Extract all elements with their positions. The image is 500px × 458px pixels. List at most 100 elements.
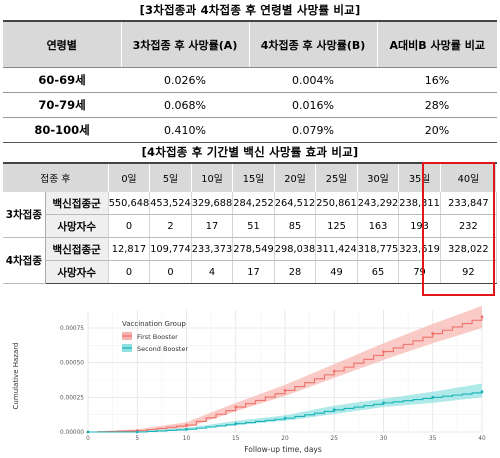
y-tick-label: 0.00000 (60, 430, 84, 436)
header-day: 40일 (440, 162, 498, 192)
age-label: 80-100세 (3, 117, 121, 143)
group-label: 4차접종 (3, 237, 46, 284)
period-effect-table: 접종 후 0일 5일 10일 15일 20일 25일 30일 35일 40일 3… (3, 162, 498, 284)
rate-b-cell: 0.016% (249, 92, 377, 118)
age-label: 60-69세 (3, 67, 121, 93)
series-point-2 (283, 416, 287, 420)
value-cell: 17 (232, 260, 275, 284)
header-day: 15일 (232, 162, 275, 192)
rate-b-cell: 0.004% (249, 67, 377, 93)
table2-caption: [4차접종 후 기간별 백신 사망률 효과 비교] (141, 145, 359, 159)
age-mortality-table: 연령별 3차접종 후 사망률(A) 4차접종 후 사망률(B) A대비B 사망률… (3, 20, 497, 143)
series-point-2 (332, 408, 336, 412)
value-cell: 233,847 (440, 192, 498, 215)
legend-second-booster: Second Booster (137, 345, 188, 353)
ratio-cell: 16% (377, 67, 497, 93)
value-cell: 51 (232, 214, 275, 238)
rate-a-cell: 0.026% (121, 67, 249, 93)
value-cell: 109,774 (149, 237, 192, 261)
value-cell: 85 (274, 214, 317, 238)
series-point-2 (480, 390, 484, 394)
y-tick-label: 0.00025 (60, 395, 84, 401)
y-axis-label: Cumulative Hazard (12, 343, 20, 410)
value-cell: 550,648 (108, 192, 151, 215)
table-row: 사망자수 0 0 4 17 28 49 65 79 92 (3, 260, 498, 284)
header-day: 10일 (191, 162, 234, 192)
series-line-2 (88, 391, 483, 433)
value-cell: 328,022 (440, 237, 498, 261)
cumulative-hazard-chart: 0.00000 0.00025 0.00050 0.00075 0 5 10 15 20 25 3… (0, 300, 500, 458)
rate-b-cell: 0.079% (249, 117, 377, 143)
value-cell: 238,311 (398, 192, 441, 215)
value-cell: 284,252 (232, 192, 275, 215)
x-tick-label: 10 (183, 436, 191, 442)
value-cell: 329,688 (191, 192, 234, 215)
series-point-2 (234, 422, 238, 426)
rate-a-cell: 0.068% (121, 92, 249, 118)
value-cell: 79 (398, 260, 441, 284)
value-cell: 163 (357, 214, 400, 238)
value-cell: 4 (191, 260, 234, 284)
x-tick-label: 30 (380, 436, 388, 442)
series-point-1 (234, 405, 238, 409)
value-cell: 92 (440, 260, 498, 284)
table-row: 4차접종 백신접종군 12,817 109,774 233,373 278,54… (3, 237, 498, 284)
x-tick-label: 15 (232, 436, 240, 442)
table-row: 70-79세 0.068% 0.016% 28% (3, 92, 497, 118)
ratio-cell: 20% (377, 117, 497, 143)
header-corner: 접종 후 (3, 162, 109, 192)
series-point-1 (382, 350, 385, 353)
header-ratio: A대비B 사망률 비교 (376, 20, 497, 68)
y-tick-label: 0.00075 (60, 326, 84, 332)
value-cell: 0 (108, 214, 151, 238)
value-cell: 323,619 (398, 237, 441, 261)
value-cell: 0 (149, 260, 192, 284)
series-point-1 (185, 423, 188, 427)
table-row: 60-69세 0.026% 0.004% 16% (3, 67, 497, 93)
value-cell: 233,373 (191, 237, 234, 261)
x-tick-labels: 0 5 10 15 20 25 30 35 40 (86, 436, 486, 442)
header-rate-b: 4차접종 후 사망률(B) (248, 20, 377, 68)
series-point-2 (185, 427, 188, 431)
header-day: 25일 (315, 162, 358, 192)
header-rate-a: 3차접종 후 사망률(A) (120, 20, 249, 68)
value-cell: 232 (440, 214, 498, 238)
series-point-2 (86, 430, 90, 434)
table-row: 80-100세 0.410% 0.079% 20% (3, 117, 497, 143)
value-cell: 17 (191, 214, 234, 238)
table-row: 3차접종 백신접종군 550,648 453,524 329,688 284,2… (3, 192, 498, 238)
value-cell: 49 (315, 260, 358, 284)
header-day: 35일 (398, 162, 441, 192)
series-point-1 (332, 369, 336, 373)
ratio-cell: 28% (377, 92, 497, 118)
x-tick-label: 5 (135, 436, 139, 442)
value-cell: 2 (149, 214, 192, 238)
header-day: 0일 (108, 162, 151, 192)
header-day: 30일 (357, 162, 400, 192)
value-cell: 278,549 (232, 237, 275, 261)
value-cell: 65 (357, 260, 400, 284)
value-cell: 0 (108, 260, 151, 284)
x-tick-label: 25 (331, 436, 339, 442)
value-cell: 243,292 (357, 192, 400, 215)
row-label: 사망자수 (45, 260, 109, 284)
series-point-1 (431, 332, 435, 335)
series-point-2 (431, 395, 435, 399)
value-cell: 311,424 (315, 237, 358, 261)
legend-title: Vaccination Group (122, 320, 186, 328)
y-tick-label: 0.00050 (60, 361, 84, 367)
series-point-2 (382, 401, 385, 405)
value-cell: 125 (315, 214, 358, 238)
x-axis-label: Follow-up time, days (244, 445, 322, 454)
rate-a-cell: 0.410% (121, 117, 249, 143)
value-cell: 264,512 (274, 192, 317, 215)
value-cell: 193 (398, 214, 441, 238)
value-cell: 453,524 (149, 192, 192, 215)
series-lines (86, 315, 484, 434)
legend-first-booster: First Booster (137, 333, 178, 341)
header-age: 연령별 (3, 20, 121, 68)
value-cell: 298,038 (274, 237, 317, 261)
row-label: 사망자수 (45, 214, 109, 238)
series-point-1 (283, 389, 287, 392)
group-label: 3차접종 (3, 192, 46, 238)
